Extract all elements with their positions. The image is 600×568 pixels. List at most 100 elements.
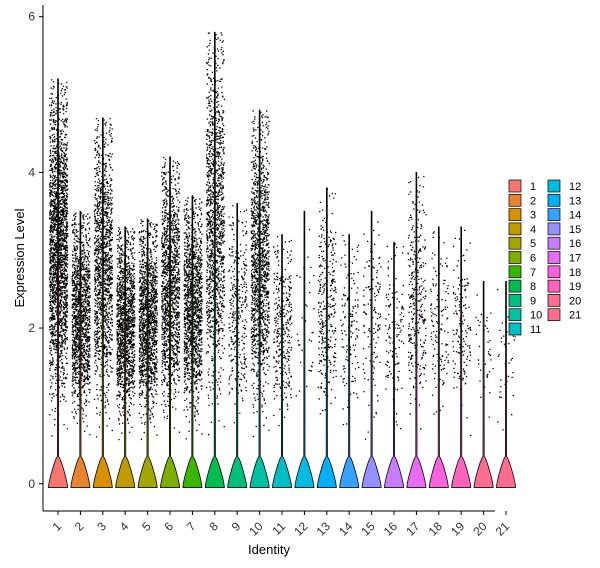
- violin-2: [70, 210, 91, 489]
- violin-4: [115, 226, 136, 489]
- x-axis-label: Identity: [248, 542, 290, 557]
- legend-label-21: 21: [569, 310, 581, 322]
- x-tick-label-7: 7: [184, 519, 199, 534]
- legend-label-17: 17: [569, 253, 581, 265]
- x-tick-label-18: 18: [426, 519, 446, 539]
- legend-label-8: 8: [530, 281, 536, 293]
- legend-key-13: [547, 193, 561, 207]
- points-cluster-8: [205, 32, 226, 436]
- legend-label-16: 16: [569, 238, 581, 250]
- y-tick-label-4: 4: [28, 165, 35, 179]
- legend-label-20: 20: [569, 295, 581, 307]
- violin-18: [428, 226, 449, 489]
- points-cluster-7: [183, 196, 203, 440]
- violin-15: [361, 210, 382, 489]
- legend-key-18: [547, 265, 561, 279]
- violin-12: [294, 210, 315, 489]
- y-tick-label-0: 0: [28, 477, 35, 491]
- legend-key-17: [547, 251, 561, 264]
- legend-label-18: 18: [569, 267, 581, 279]
- x-tick-label-9: 9: [229, 519, 244, 534]
- legend-label-7: 7: [530, 267, 536, 279]
- violin-3: [92, 117, 113, 489]
- points-cluster-5: [138, 219, 158, 441]
- y-tick-label-6: 6: [28, 10, 35, 24]
- violin-14: [339, 234, 360, 489]
- x-tick-label-5: 5: [139, 519, 154, 534]
- points-cluster-9: [228, 205, 248, 424]
- legend-label-1: 1: [530, 181, 536, 193]
- x-tick-label-17: 17: [403, 519, 423, 539]
- legend-label-11: 11: [530, 324, 541, 336]
- violin-16: [384, 242, 404, 489]
- x-ticks: 1 2 3 4 5 6 7 8 9 10 11 12 13 14 15 16 17 18 19 20 21: [49, 511, 512, 539]
- x-tick-label-20: 20: [470, 519, 490, 539]
- points-cluster-4: [116, 227, 136, 441]
- legend-key-12: [547, 179, 561, 193]
- violin-17: [406, 171, 427, 489]
- violin-9: [227, 203, 248, 489]
- x-tick-label-15: 15: [358, 519, 378, 539]
- violin-1: [48, 78, 68, 489]
- legend-label-9: 9: [530, 295, 536, 307]
- legend-label-19: 19: [569, 281, 581, 293]
- violin-19: [451, 226, 472, 489]
- x-tick-label-11: 11: [269, 519, 288, 538]
- violin-20: [473, 280, 494, 489]
- x-tick-label-10: 10: [246, 519, 266, 539]
- x-tick-label-6: 6: [161, 519, 176, 534]
- legend-key-8: [508, 279, 522, 293]
- legend-label-6: 6: [530, 253, 536, 265]
- legend-key-5: [508, 236, 522, 250]
- legend-key-14: [547, 208, 561, 221]
- legend-key-9: [508, 294, 522, 307]
- violin-11: [272, 234, 292, 489]
- axes: [42, 5, 495, 512]
- legend-label-2: 2: [530, 195, 536, 207]
- points-cluster-17: [407, 176, 427, 430]
- x-tick-label-3: 3: [94, 519, 109, 534]
- violin-8: [204, 31, 225, 489]
- legend-key-11: [508, 322, 522, 336]
- violin-7: [182, 195, 203, 489]
- violin-13: [316, 187, 337, 489]
- x-tick-label-4: 4: [117, 519, 132, 534]
- x-tick-label-14: 14: [336, 519, 356, 539]
- points-cluster-19: [452, 229, 472, 436]
- x-tick-label-8: 8: [206, 519, 221, 534]
- points-cluster-1: [49, 79, 69, 437]
- x-tick-label-2: 2: [72, 519, 87, 534]
- points-cluster-11: [273, 236, 293, 427]
- x-tick-label-1: 1: [49, 519, 64, 534]
- legend-key-7: [508, 265, 522, 279]
- violins: [48, 31, 516, 489]
- legend-label-3: 3: [530, 210, 536, 222]
- legend-key-20: [547, 294, 561, 307]
- legend-key-4: [508, 222, 522, 236]
- y-ticks: 0 2 4 6: [28, 10, 43, 491]
- x-tick-label-21: 21: [493, 519, 513, 539]
- legend-label-10: 10: [530, 310, 542, 322]
- legend-key-16: [547, 236, 561, 250]
- violin-21: [496, 280, 516, 489]
- y-axis-label: Expression Level: [12, 208, 27, 307]
- x-tick-label-19: 19: [448, 519, 468, 539]
- legend-key-1: [508, 179, 522, 193]
- x-tick-label-16: 16: [381, 519, 401, 539]
- legend-label-4: 4: [530, 224, 536, 236]
- legend-key-6: [508, 251, 522, 264]
- points-cluster-20: [475, 294, 494, 418]
- legend-label-5: 5: [530, 238, 536, 250]
- legend-key-10: [508, 308, 522, 322]
- legend-key-2: [508, 193, 522, 207]
- violin-10: [249, 109, 270, 489]
- legend-label-12: 12: [569, 181, 581, 193]
- x-tick-label-13: 13: [314, 519, 334, 539]
- legend-label-14: 14: [569, 210, 581, 222]
- legend-key-19: [547, 279, 561, 293]
- legend-key-15: [547, 222, 561, 236]
- violin-5: [137, 218, 158, 489]
- x-tick-label-12: 12: [291, 519, 311, 539]
- violin-6: [160, 156, 180, 489]
